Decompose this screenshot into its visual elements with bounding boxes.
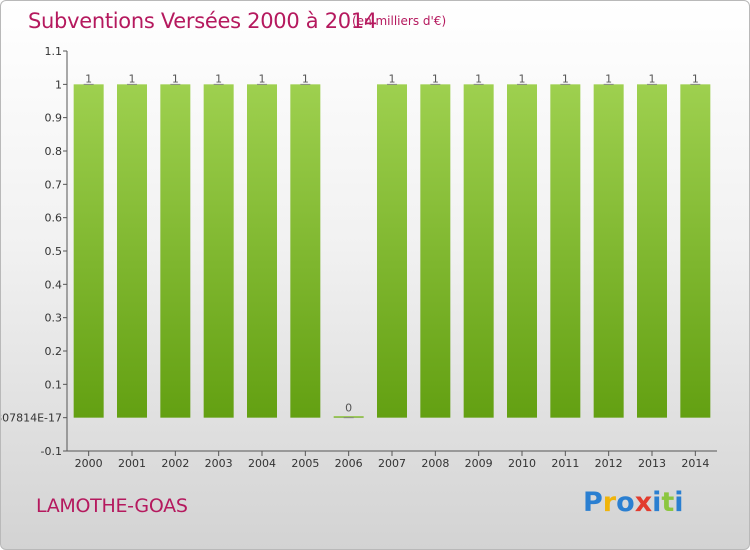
y-tick-label: 1.1 (45, 45, 63, 58)
data-label: 1 (562, 72, 569, 85)
data-label: 0 (345, 402, 352, 415)
y-tick-label: -0.1 (41, 445, 62, 458)
logo-letter: o (616, 487, 635, 518)
bar-2005 (290, 84, 321, 418)
bar-2009 (463, 84, 494, 418)
y-tick-label: 0.6 (45, 212, 63, 225)
x-tick-label: 2011 (551, 457, 579, 470)
bar-2007 (377, 84, 407, 418)
x-tick-label: 2004 (248, 457, 276, 470)
x-tick-label: 2009 (465, 457, 493, 470)
y-tick-label: 0.9 (45, 112, 63, 125)
logo-letter: i (674, 487, 684, 518)
bar-2000 (73, 84, 104, 418)
y-tick-label: 0.4 (45, 278, 63, 291)
x-tick-label: 2000 (75, 457, 103, 470)
labels: 1 2000 1 2001 1 2002 1 2003 1 2004 1 2005 0 2006 1 2007… (75, 72, 710, 470)
y-tick-label: 0.1 (45, 378, 63, 391)
y-tick-label: 1 (55, 78, 62, 91)
y-tick-label: 1.3877787807814E-17 (1, 412, 62, 425)
bar-2011 (550, 84, 581, 418)
data-label: 1 (85, 72, 92, 85)
bar-2003 (203, 84, 234, 418)
logo-letter: i (652, 487, 662, 518)
chart-title: Subventions Versées 2000 à 2014 (28, 9, 377, 33)
bar-2013 (637, 84, 667, 418)
logo-letter: P (583, 487, 603, 518)
chart-subtitle: (en milliers d'€) (352, 14, 447, 28)
x-tick-label: 2013 (638, 457, 666, 470)
bar-2014 (680, 84, 711, 418)
bar-2004 (247, 84, 277, 418)
y-tick-label: 0.8 (45, 145, 63, 158)
data-label: 1 (302, 72, 309, 85)
logo-letter: t (661, 487, 675, 518)
x-tick-label: 2005 (291, 457, 319, 470)
bar-2002 (160, 84, 191, 418)
data-label: 1 (432, 72, 439, 85)
data-label: 1 (475, 72, 482, 85)
data-label: 1 (605, 72, 612, 85)
x-tick-label: 2006 (335, 457, 363, 470)
x-tick-label: 2008 (421, 457, 449, 470)
x-tick-label: 2003 (205, 457, 233, 470)
data-label: 1 (519, 72, 526, 85)
bar-2001 (117, 84, 147, 418)
bar-2010 (507, 84, 537, 418)
y-tick-label: 0.2 (45, 345, 63, 358)
bar-2006 (333, 416, 364, 418)
bar-2012 (593, 84, 624, 418)
data-label: 1 (692, 72, 699, 85)
axes: -0.1 1.3877787807814E-17 0.1 0.2 0.3 0.4 0.5 0.… (1, 45, 717, 458)
x-tick-label: 2014 (681, 457, 709, 470)
data-label: 1 (215, 72, 222, 85)
y-tick-label: 0.7 (45, 178, 63, 191)
bars (73, 83, 711, 419)
x-tick-label: 2007 (378, 457, 406, 470)
logo-letter: r (602, 487, 617, 518)
data-label: 1 (259, 72, 266, 85)
bar-2008 (420, 84, 451, 418)
data-label: 1 (389, 72, 396, 85)
x-tick-label: 2002 (161, 457, 189, 470)
proxiti-logo[interactable]: Proxiti (583, 487, 684, 518)
x-tick-label: 2010 (508, 457, 536, 470)
commune-name: LAMOTHE-GOAS (36, 495, 188, 517)
x-tick-label: 2001 (118, 457, 146, 470)
data-label: 1 (649, 72, 656, 85)
x-tick-label: 2012 (595, 457, 623, 470)
data-label: 1 (129, 72, 136, 85)
logo-letter: x (634, 487, 653, 518)
y-tick-label: 0.3 (45, 312, 63, 325)
data-label: 1 (172, 72, 179, 85)
y-tick-label: 0.5 (45, 245, 63, 258)
